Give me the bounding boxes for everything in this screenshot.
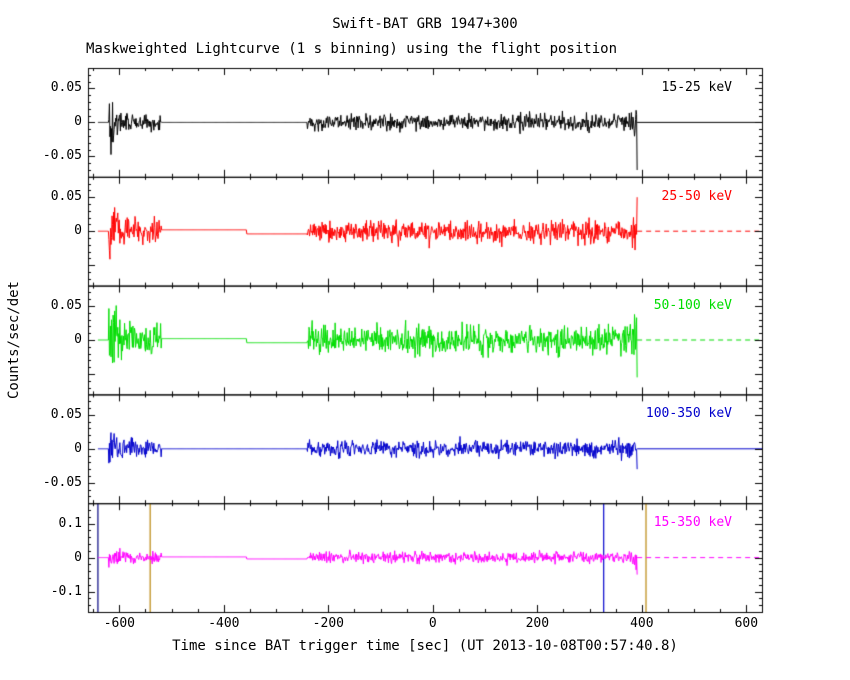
figure-subtitle: Maskweighted Lightcurve (1 s binning) us…	[86, 41, 618, 57]
y-tick-label: 0.1	[58, 515, 82, 531]
panel-energy-label: 100-350 keV	[645, 406, 732, 422]
y-tick-label: -0.05	[42, 148, 82, 164]
y-tick-label: -0.1	[50, 583, 82, 599]
y-axis-title: Counts/sec/det	[6, 281, 22, 400]
y-tick-label: 0	[74, 440, 82, 456]
y-tick-label: 0	[74, 223, 82, 239]
x-tick-label: 400	[630, 616, 654, 631]
y-tick-label: -0.05	[42, 474, 82, 490]
y-tick-label: 0	[74, 549, 82, 565]
x-tick-label: 200	[525, 616, 550, 631]
x-axis-title: Time since BAT trigger time [sec] (UT 20…	[172, 638, 678, 654]
panel-energy-label: 15-350 keV	[653, 515, 732, 531]
panel-energy-label: 15-25 keV	[661, 80, 732, 95]
y-tick-label: 0.05	[50, 406, 82, 422]
figure-title: Swift-BAT GRB 1947+300	[332, 16, 518, 32]
panel-energy-label: 25-50 keV	[661, 188, 732, 204]
x-tick-label: -400	[208, 616, 240, 631]
y-tick-label: 0	[74, 332, 82, 347]
y-tick-label: 0.05	[50, 80, 82, 96]
y-tick-label: 0.05	[50, 189, 82, 205]
panel-energy-label: 50-100 keV	[653, 297, 732, 313]
y-tick-label: 0	[74, 114, 82, 130]
x-tick-label: 0	[428, 616, 437, 631]
y-tick-label: 0.05	[50, 298, 82, 313]
x-tick-label: 600	[734, 616, 759, 631]
x-tick-label: -600	[103, 616, 135, 631]
x-tick-label: -200	[312, 616, 344, 631]
